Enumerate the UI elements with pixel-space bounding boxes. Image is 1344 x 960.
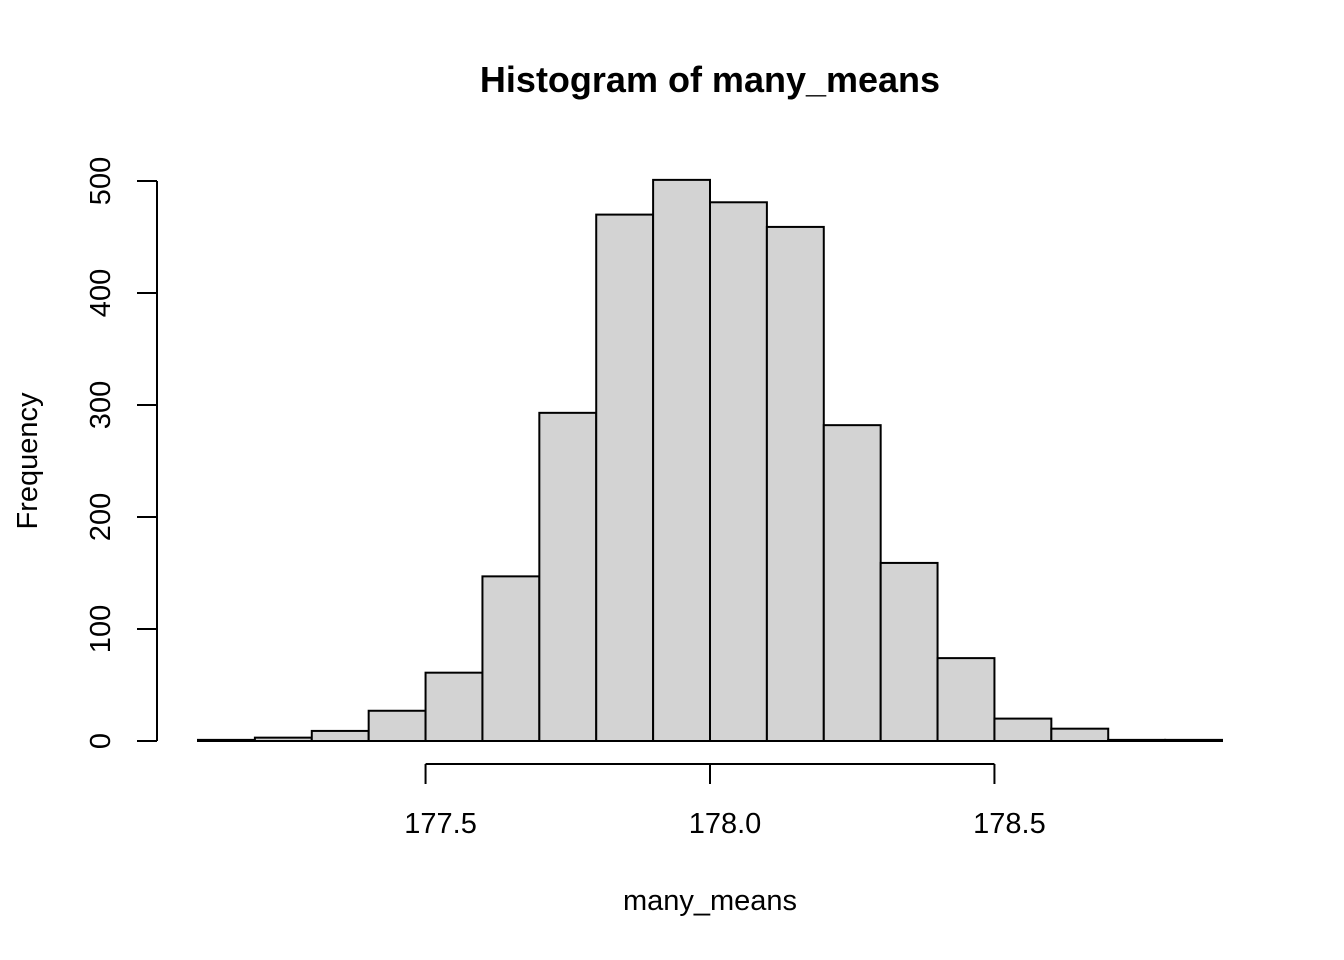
x-axis: 177.5 178.0 178.5 xyxy=(404,763,1046,840)
histogram-bar xyxy=(538,411,598,742)
histogram-bar xyxy=(879,561,939,742)
histogram-bar xyxy=(424,671,484,742)
y-tick-label: 0 xyxy=(85,733,117,749)
histogram-bar xyxy=(709,201,768,742)
histogram-bar xyxy=(652,178,711,742)
histogram-bar xyxy=(1107,738,1167,743)
y-axis: 0 100 200 300 400 500 xyxy=(85,157,158,749)
x-axis-label: many_means xyxy=(623,885,797,917)
histogram-bar xyxy=(481,575,541,742)
histogram-bar xyxy=(367,709,427,743)
bars-group xyxy=(197,178,1223,743)
y-tick-label: 400 xyxy=(85,269,117,317)
histogram-bar xyxy=(936,657,996,742)
y-tick-label: 500 xyxy=(85,157,117,205)
y-tick-label: 100 xyxy=(85,605,117,653)
x-tick-label: 178.5 xyxy=(973,808,1046,840)
y-tick-label: 200 xyxy=(85,493,117,541)
histogram-bar xyxy=(310,729,370,742)
chart-title: Histogram of many_means xyxy=(480,59,940,100)
histogram-bar xyxy=(765,225,825,743)
histogram-bar xyxy=(1164,738,1223,743)
histogram-bar xyxy=(197,738,256,743)
histogram-bar xyxy=(253,736,313,743)
histogram-bar xyxy=(595,213,655,743)
x-tick-label: 178.0 xyxy=(689,808,762,840)
histogram-bar xyxy=(1050,727,1110,742)
histogram-bar xyxy=(993,717,1053,742)
y-tick-label: 300 xyxy=(85,381,117,429)
y-axis-label: Frequency xyxy=(12,392,44,530)
histogram-bar xyxy=(822,424,882,742)
x-tick-label: 177.5 xyxy=(404,808,477,840)
